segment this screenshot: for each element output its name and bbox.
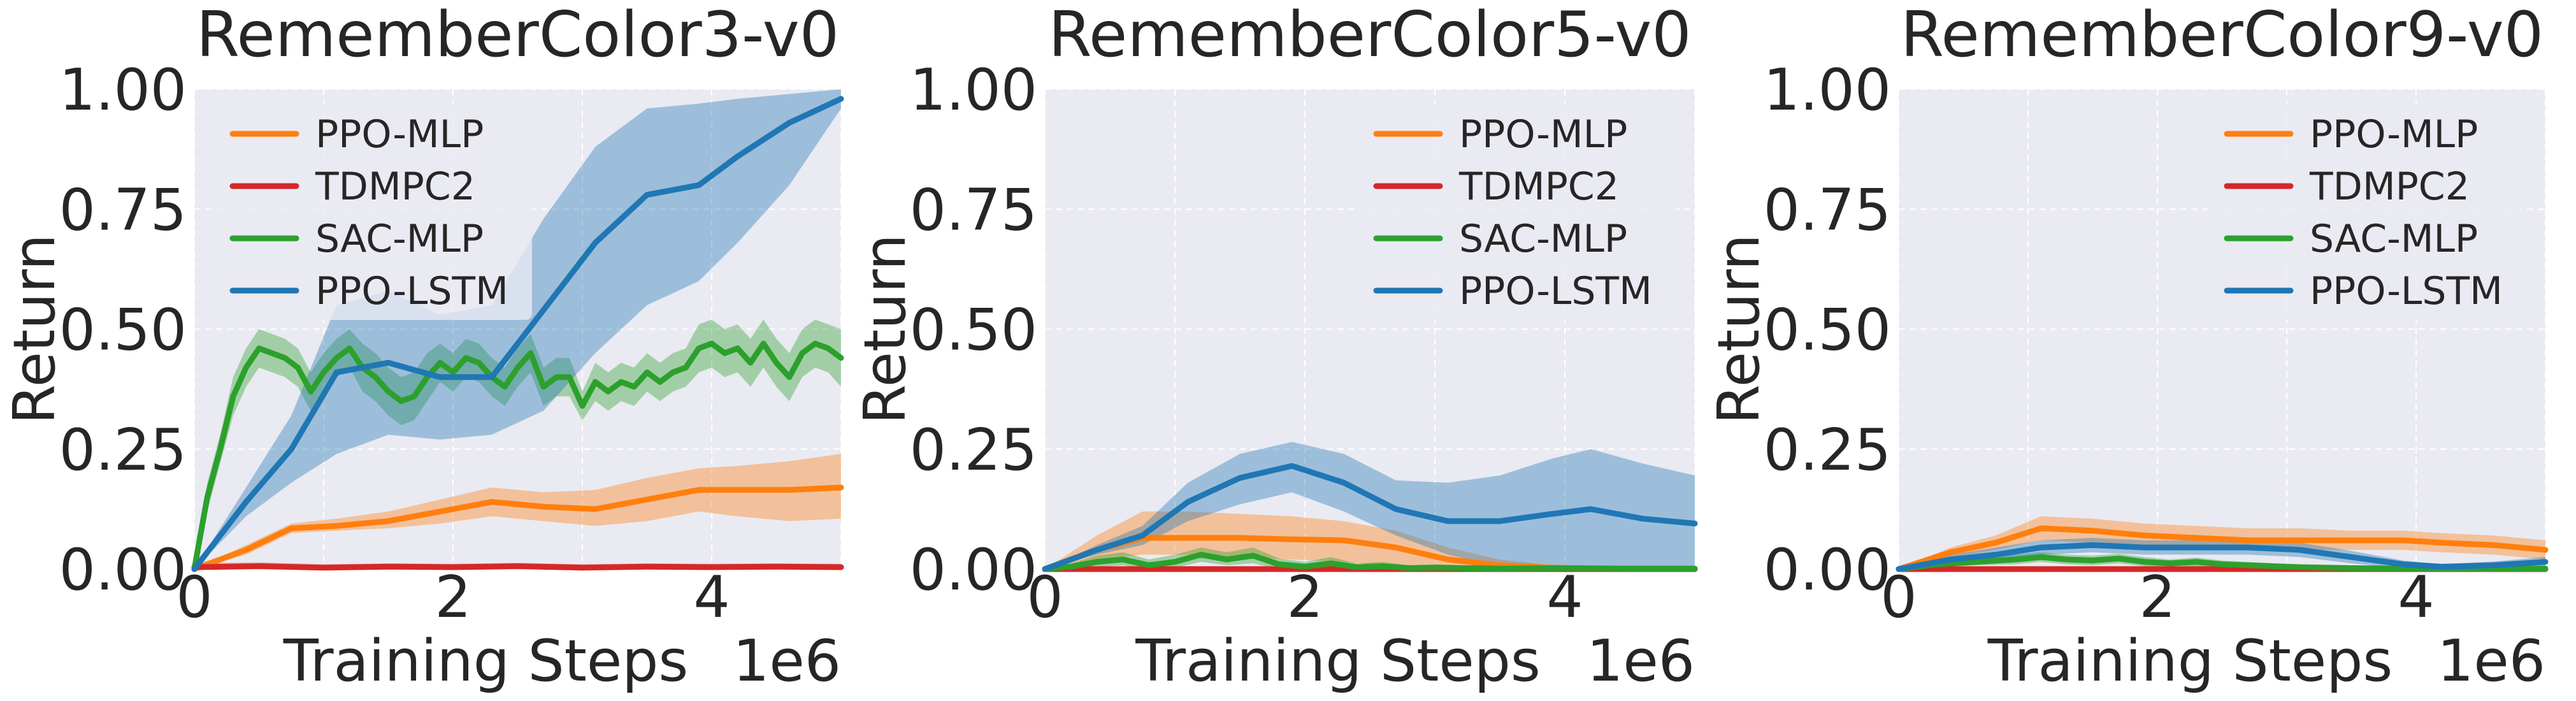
legend-box bbox=[1357, 103, 1676, 320]
legend-label: PPO-LSTM bbox=[1459, 269, 1652, 314]
y-tick-label: 0.25 bbox=[1764, 417, 1891, 484]
x-tick-label: 4 bbox=[693, 564, 730, 631]
y-tick-label: 1.00 bbox=[1764, 57, 1891, 124]
line-ppo-mlp bbox=[191, 484, 844, 572]
x-axis-label: Training Steps bbox=[1135, 628, 1541, 695]
line-sac-mlp bbox=[191, 340, 844, 572]
chart-panel-1: RememberColor3-v0 0.00 0.25 0.50 0.75 1.00 0 2 4… bbox=[1, 0, 844, 695]
band-ppo-lstm bbox=[194, 89, 841, 569]
y-tick-label: 0.00 bbox=[1764, 537, 1891, 603]
legend-label: PPO-LSTM bbox=[2310, 269, 2503, 314]
x-tick-label: 0 bbox=[1880, 564, 1917, 631]
y-tick-label: 0.25 bbox=[910, 417, 1037, 484]
x-tick-label: 4 bbox=[1546, 564, 1583, 631]
x-axis-label: Training Steps bbox=[1987, 628, 2393, 695]
legend-label: TDMPC2 bbox=[1458, 164, 1619, 209]
x-tick-label: 0 bbox=[1026, 564, 1063, 631]
x-axis-label: Training Steps bbox=[283, 628, 689, 695]
y-axis-label: Return bbox=[852, 234, 919, 424]
y-tick-label: 0.00 bbox=[59, 537, 187, 603]
y-tick-label: 0.00 bbox=[910, 537, 1037, 603]
y-tick-label: 0.75 bbox=[910, 177, 1037, 243]
chart-title: RememberColor5-v0 bbox=[1048, 0, 1691, 71]
line-sac-mlp bbox=[1896, 554, 2549, 572]
chart-title: RememberColor3-v0 bbox=[196, 0, 839, 71]
legend-label: PPO-MLP bbox=[1459, 112, 1627, 157]
legend-label: SAC-MLP bbox=[315, 217, 484, 261]
legend-box bbox=[2208, 103, 2526, 320]
y-tick-label: 0.50 bbox=[59, 297, 187, 364]
line-ppo-lstm bbox=[1896, 542, 2549, 572]
legend-label: SAC-MLP bbox=[2310, 217, 2478, 261]
x-offset-label: 1e6 bbox=[733, 628, 841, 695]
legend-label: PPO-LSTM bbox=[315, 269, 508, 314]
line-sac-mlp bbox=[1042, 551, 1698, 572]
y-tick-label: 0.50 bbox=[910, 297, 1037, 364]
legend: PPO-MLP TDMPC2 SAC-MLP PPO-LSTM bbox=[1357, 103, 1676, 320]
x-offset-label: 1e6 bbox=[1587, 628, 1695, 695]
chart-title: RememberColor9-v0 bbox=[1901, 0, 2544, 71]
x-tick-label: 2 bbox=[2139, 564, 2175, 631]
legend: PPO-MLP TDMPC2 SAC-MLP PPO-LSTM bbox=[2208, 103, 2526, 320]
band-sac-mlp bbox=[194, 319, 841, 569]
legend-box bbox=[213, 103, 532, 320]
y-axis-label: Return bbox=[1, 234, 68, 424]
legend: PPO-MLP TDMPC2 SAC-MLP PPO-LSTM bbox=[213, 103, 532, 320]
y-tick-label: 0.75 bbox=[59, 177, 187, 243]
legend-label: PPO-MLP bbox=[2310, 112, 2478, 157]
band-ppo-lstm bbox=[1045, 442, 1695, 569]
line-ppo-mlp bbox=[1896, 525, 2549, 572]
y-axis-label: Return bbox=[1706, 234, 1773, 424]
line-ppo-lstm bbox=[1042, 463, 1698, 572]
y-tick-label: 1.00 bbox=[59, 57, 187, 124]
line-ppo-lstm bbox=[191, 96, 844, 572]
chart-panel-2: RememberColor5-v0 0.00 0.25 0.50 0.75 1.00 0 2 4… bbox=[852, 0, 1698, 695]
y-tick-label: 0.75 bbox=[1764, 177, 1891, 243]
chart-panel-3: RememberColor9-v0 0.00 0.25 0.50 0.75 1.00 0 2 4… bbox=[1706, 0, 2549, 695]
legend-label: SAC-MLP bbox=[1459, 217, 1627, 261]
x-tick-label: 2 bbox=[1286, 564, 1323, 631]
x-tick-label: 2 bbox=[435, 564, 471, 631]
y-tick-label: 0.50 bbox=[1764, 297, 1891, 364]
legend-label: TDMPC2 bbox=[315, 164, 475, 209]
x-tick-label: 0 bbox=[176, 564, 212, 631]
legend-label: TDMPC2 bbox=[2309, 164, 2470, 209]
legend-label: PPO-MLP bbox=[315, 112, 484, 157]
band-ppo-mlp bbox=[194, 454, 841, 569]
x-offset-label: 1e6 bbox=[2437, 628, 2545, 695]
band-sac-mlp bbox=[1045, 547, 1695, 569]
x-tick-label: 4 bbox=[2398, 564, 2434, 631]
y-tick-label: 1.00 bbox=[910, 57, 1037, 124]
line-tdmpc2 bbox=[191, 563, 844, 571]
y-tick-label: 0.25 bbox=[59, 417, 187, 484]
